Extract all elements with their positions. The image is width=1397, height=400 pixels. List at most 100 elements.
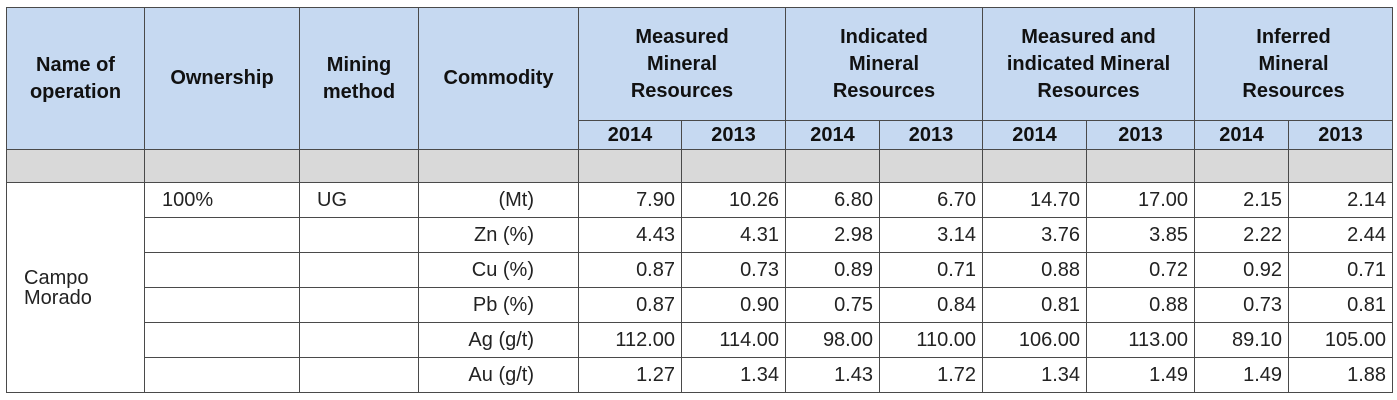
- value-cell: 1.34: [982, 357, 1088, 393]
- separator-cell: [418, 149, 579, 183]
- value-cell: 1.43: [785, 357, 880, 393]
- separator-cell: [578, 149, 682, 183]
- value-cell: 3.14: [878, 217, 984, 253]
- value-cell: 3.76: [982, 217, 1088, 253]
- value-cell: 114.00: [681, 322, 786, 358]
- value-cell: 17.00: [1086, 182, 1196, 218]
- separator-cell: [6, 149, 145, 183]
- operation-name: Campo Morado: [6, 182, 145, 393]
- header-group-measured: Measured Mineral Resources: [578, 7, 786, 121]
- value-cell: 105.00: [1288, 322, 1394, 358]
- value-cell: 0.90: [681, 287, 786, 323]
- header-mining-method: Mining method: [299, 7, 419, 150]
- value-cell: 14.70: [982, 182, 1088, 218]
- value-cell: 112.00: [578, 322, 682, 358]
- table-row: Cu (%) 0.87 0.73 0.89 0.71 0.88 0.72 0.9…: [7, 252, 1394, 288]
- separator-cell: [681, 149, 786, 183]
- header-year: 2013: [1086, 120, 1196, 150]
- value-cell: 0.87: [578, 252, 682, 288]
- ownership-cell: 100%: [144, 182, 300, 218]
- value-cell: 89.10: [1194, 322, 1290, 358]
- header-name-of-operation: Name of operation: [6, 7, 145, 150]
- value-cell: 0.81: [1288, 287, 1394, 323]
- table-row: Au (g/t) 1.27 1.34 1.43 1.72 1.34 1.49 1…: [7, 357, 1394, 393]
- value-cell: 0.88: [1086, 287, 1196, 323]
- value-cell: 0.87: [578, 287, 682, 323]
- value-cell: 0.73: [1194, 287, 1290, 323]
- value-cell: 98.00: [785, 322, 880, 358]
- value-cell: 0.73: [681, 252, 786, 288]
- table-container: Name of operation Ownership Mining metho…: [6, 7, 1394, 393]
- value-cell: 1.49: [1194, 357, 1290, 393]
- header-year: 2013: [681, 120, 786, 150]
- header-group-label: Measured and indicated Mineral Resources: [1006, 25, 1171, 102]
- header-row: Name of operation Ownership Mining metho…: [6, 7, 1394, 150]
- separator-cell: [1194, 149, 1290, 183]
- ownership-cell: [144, 252, 300, 288]
- value-cell: 0.89: [785, 252, 880, 288]
- table-row: Campo Morado 100% UG (Mt) 7.90 10.26 6.8…: [6, 182, 1394, 393]
- separator-row: [6, 149, 1394, 183]
- separator-cell: [982, 149, 1088, 183]
- commodity-cell: Pb (%): [418, 287, 579, 323]
- header-year: 2013: [1288, 120, 1394, 150]
- commodity-cell: Ag (g/t): [418, 322, 579, 358]
- ownership-cell: [144, 357, 300, 393]
- header-group-label: Measured Mineral Resources: [630, 25, 734, 102]
- header-commodity: Commodity: [418, 7, 579, 150]
- separator-cell: [299, 149, 419, 183]
- separator-cell: [785, 149, 880, 183]
- separator-cell: [1086, 149, 1196, 183]
- value-cell: 110.00: [878, 322, 984, 358]
- value-cell: 0.72: [1086, 252, 1196, 288]
- separator-cell: [1288, 149, 1394, 183]
- commodity-cell: Au (g/t): [418, 357, 579, 393]
- header-year: 2014: [1194, 120, 1290, 150]
- header-year-row: 2014 2013 2014 2013 2014 2013 2014 2013: [7, 120, 1394, 150]
- value-cell: 1.49: [1086, 357, 1196, 393]
- value-cell: 0.71: [878, 252, 984, 288]
- table-row: Ag (g/t) 112.00 114.00 98.00 110.00 106.…: [7, 322, 1394, 358]
- value-cell: 1.88: [1288, 357, 1394, 393]
- ownership-cell: [144, 322, 300, 358]
- value-cell: 4.43: [578, 217, 682, 253]
- value-cell: 10.26: [681, 182, 786, 218]
- commodity-cell: Zn (%): [418, 217, 579, 253]
- mining-method-cell: [299, 252, 419, 288]
- value-cell: 2.44: [1288, 217, 1394, 253]
- value-cell: 1.72: [878, 357, 984, 393]
- header-group-label: Indicated Mineral Resources: [832, 25, 936, 102]
- value-cell: 106.00: [982, 322, 1088, 358]
- header-group-inferred: Inferred Mineral Resources: [1194, 7, 1394, 121]
- separator-cell: [878, 149, 984, 183]
- value-cell: 0.88: [982, 252, 1088, 288]
- header-year: 2013: [878, 120, 984, 150]
- header-ownership: Ownership: [144, 7, 300, 150]
- value-cell: 2.22: [1194, 217, 1290, 253]
- value-cell: 2.98: [785, 217, 880, 253]
- mineral-resources-table: Name of operation Ownership Mining metho…: [6, 7, 1394, 393]
- header-year: 2014: [578, 120, 682, 150]
- commodity-cell: Cu (%): [418, 252, 579, 288]
- header-year: 2014: [982, 120, 1088, 150]
- mining-method-cell: UG: [299, 182, 419, 218]
- value-cell: 0.92: [1194, 252, 1290, 288]
- value-cell: 7.90: [578, 182, 682, 218]
- value-cell: 0.75: [785, 287, 880, 323]
- ownership-cell: [144, 287, 300, 323]
- header-group-label: Inferred Mineral Resources: [1242, 25, 1345, 102]
- ownership-cell: [144, 217, 300, 253]
- mining-method-cell: [299, 322, 419, 358]
- mining-method-cell: [299, 217, 419, 253]
- value-cell: 6.80: [785, 182, 880, 218]
- mining-method-cell: [299, 287, 419, 323]
- table-row: Zn (%) 4.43 4.31 2.98 3.14 3.76 3.85 2.2…: [7, 217, 1394, 253]
- mining-method-cell: [299, 357, 419, 393]
- value-cell: 3.85: [1086, 217, 1196, 253]
- header-group-measured-and-indicated: Measured and indicated Mineral Resources: [982, 7, 1196, 121]
- value-cell: 113.00: [1086, 322, 1196, 358]
- value-cell: 6.70: [878, 182, 984, 218]
- value-cell: 1.34: [681, 357, 786, 393]
- header-group-indicated: Indicated Mineral Resources: [784, 7, 984, 121]
- value-cell: 0.81: [982, 287, 1088, 323]
